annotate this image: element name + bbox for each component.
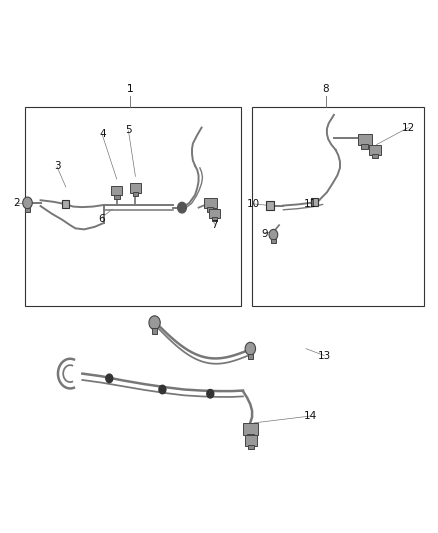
Bar — [62, 200, 69, 208]
Text: 3: 3 — [54, 161, 60, 171]
Bar — [372, 154, 378, 158]
Circle shape — [269, 229, 278, 240]
Text: 10: 10 — [247, 199, 260, 209]
Bar — [212, 217, 217, 221]
Circle shape — [106, 374, 113, 383]
Bar — [361, 144, 368, 149]
Text: 2: 2 — [13, 198, 20, 208]
Bar — [245, 435, 258, 446]
Bar — [133, 192, 138, 196]
Text: 5: 5 — [125, 125, 132, 135]
Bar — [271, 239, 276, 243]
Bar — [207, 207, 213, 212]
Text: 13: 13 — [318, 351, 331, 361]
Text: 11: 11 — [304, 199, 317, 209]
Bar — [248, 445, 254, 449]
Bar — [248, 354, 253, 359]
Circle shape — [23, 197, 32, 209]
Bar — [130, 183, 141, 193]
Text: 4: 4 — [99, 129, 106, 139]
Circle shape — [149, 316, 160, 329]
Bar — [252, 108, 424, 306]
Bar — [114, 195, 120, 199]
Bar — [266, 201, 274, 210]
Text: 8: 8 — [322, 84, 329, 94]
Text: 9: 9 — [261, 229, 268, 239]
Circle shape — [178, 203, 186, 213]
Bar — [243, 423, 258, 435]
Bar — [25, 108, 241, 306]
Text: 7: 7 — [212, 220, 218, 230]
Bar — [152, 328, 157, 334]
Bar — [358, 134, 371, 145]
Text: 6: 6 — [98, 214, 105, 224]
Text: 14: 14 — [304, 411, 317, 421]
Bar — [209, 209, 220, 217]
Bar — [111, 186, 123, 195]
Bar — [369, 145, 381, 155]
Text: 1: 1 — [127, 84, 133, 94]
Bar — [204, 198, 216, 208]
Bar — [311, 198, 318, 206]
Bar — [247, 434, 254, 439]
Bar — [25, 207, 30, 212]
Text: 12: 12 — [402, 123, 415, 133]
Circle shape — [207, 390, 214, 398]
Circle shape — [245, 342, 255, 355]
Circle shape — [159, 385, 166, 394]
Text: 1: 1 — [127, 84, 133, 94]
